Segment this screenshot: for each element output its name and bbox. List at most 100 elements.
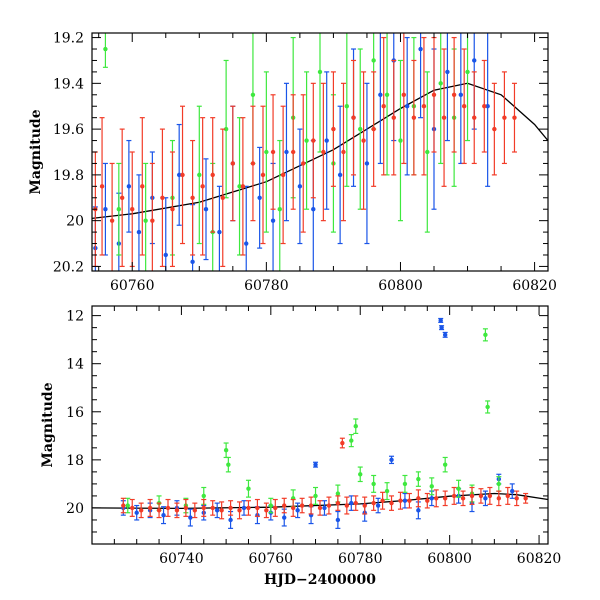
bottom-data-point (201, 493, 206, 499)
bottom-data-point (344, 503, 350, 508)
bottom-data-point (335, 500, 341, 506)
bottom-x-tick-label: 60740 (159, 551, 204, 567)
bottom-data-point (282, 503, 287, 508)
bottom-y-tick-label: 12 (66, 309, 84, 325)
bottom-data-point (183, 505, 189, 511)
bottom-data-point (478, 493, 484, 499)
top-data-point (103, 207, 108, 212)
top-data-point (341, 149, 346, 155)
top-y-tick-label: 20 (66, 214, 84, 230)
top-data-point (324, 138, 329, 143)
bottom-x-tick-label: 60760 (249, 551, 294, 567)
bottom-data-point (402, 481, 408, 487)
bottom-data-point (290, 505, 296, 511)
top-data-point (438, 81, 443, 86)
top-data-point (465, 69, 470, 75)
bottom-data-point (416, 508, 421, 513)
top-data-point (257, 195, 262, 200)
top-data-point (190, 195, 195, 200)
top-data-point (351, 115, 356, 120)
top-data-point (116, 207, 122, 212)
bottom-data-point (174, 508, 180, 513)
top-data-point (381, 104, 386, 109)
top-data-point (425, 149, 430, 155)
top-panel: 60760 60780 60800 60820 19.2 19.4 19.6 19.8 20 20… (28, 31, 557, 294)
bottom-data-point (371, 500, 376, 506)
bottom-data-point (358, 472, 363, 477)
bottom-data-point (264, 508, 269, 513)
top-data-point (482, 104, 487, 109)
top-data-point (358, 126, 363, 132)
top-data-point (109, 218, 115, 223)
top-data-point (311, 138, 316, 143)
bottom-data-point (496, 496, 502, 501)
bottom-data-point (188, 515, 193, 520)
top-data-point (398, 138, 403, 143)
top-data-point (485, 104, 490, 109)
bottom-x-tick-label: 60800 (427, 551, 472, 567)
top-data-point (461, 104, 467, 109)
bottom-data-layer (92, 317, 548, 529)
top-data-point (441, 115, 447, 120)
bottom-data-point (496, 481, 502, 487)
bottom-data-point (210, 505, 215, 511)
top-data-point (411, 115, 417, 120)
top-x-tick-label: 60820 (512, 278, 557, 294)
top-data-point (264, 149, 269, 155)
bottom-data-point (322, 505, 327, 511)
bottom-data-point (505, 493, 510, 499)
bottom-data-point (134, 510, 139, 515)
top-data-point (472, 115, 477, 120)
bottom-data-point (299, 503, 305, 508)
top-data-point (126, 184, 132, 189)
bottom-data-point (268, 503, 274, 508)
top-y-tick-label: 19.8 (53, 168, 84, 184)
bottom-y-tick-label: 18 (66, 453, 84, 469)
bottom-data-point (375, 503, 381, 508)
top-data-point (492, 126, 497, 132)
bottom-data-point (384, 488, 390, 494)
bottom-data-point (130, 505, 135, 511)
top-data-point (203, 207, 209, 212)
top-data-point (458, 92, 464, 97)
top-axes: 60760 60780 60800 60820 19.2 19.4 19.6 19.8 20 20… (53, 31, 557, 294)
top-data-point (160, 195, 165, 200)
bottom-data-point (246, 505, 251, 511)
bottom-data-point (295, 508, 300, 513)
top-data-point (364, 161, 370, 166)
top-data-point (119, 195, 125, 200)
bottom-data-point (138, 508, 144, 513)
bottom-data-point (438, 318, 443, 323)
top-data-point (250, 92, 256, 97)
top-data-point (130, 207, 135, 212)
bottom-data-point (371, 481, 376, 487)
top-data-point (163, 252, 168, 258)
top-data-point (301, 161, 306, 166)
bottom-data-point (308, 503, 314, 508)
bottom-data-point (353, 424, 358, 429)
top-data-point (290, 149, 296, 155)
bottom-xlabel: HJD−2400000 (264, 572, 376, 588)
bottom-data-point (228, 517, 233, 523)
bottom-y-tick-label: 16 (66, 405, 84, 421)
bottom-data-point (201, 505, 206, 511)
top-data-point (331, 126, 336, 132)
bottom-data-point (398, 498, 403, 503)
top-data-point (304, 138, 309, 143)
bottom-data-point (147, 505, 153, 511)
bottom-data-point (460, 496, 466, 501)
top-data-point (451, 92, 457, 97)
top-data-point (217, 229, 222, 235)
bottom-data-point (349, 500, 354, 506)
bottom-data-point (313, 493, 318, 499)
top-data-point (418, 46, 423, 52)
top-data-point (297, 184, 303, 189)
bottom-data-point (456, 486, 461, 491)
bottom-data-point (402, 498, 408, 503)
top-data-point (371, 126, 376, 132)
top-data-point (180, 172, 185, 178)
top-data-point (99, 184, 105, 189)
bottom-series-green (125, 328, 502, 514)
bottom-data-point (340, 440, 345, 446)
